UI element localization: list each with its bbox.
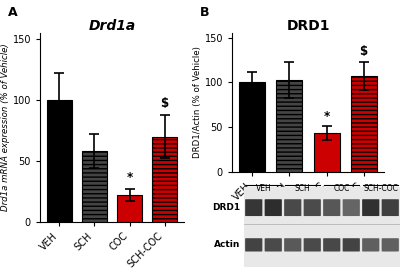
Text: A: A: [8, 6, 18, 19]
Bar: [351, 76, 376, 172]
Bar: [117, 195, 142, 222]
Y-axis label: DRD1/Actin (% of Vehicle): DRD1/Actin (% of Vehicle): [193, 47, 202, 158]
FancyBboxPatch shape: [323, 238, 340, 252]
Text: $: $: [161, 97, 169, 110]
Y-axis label: Drd1a mRNA expression (% of Vehicle): Drd1a mRNA expression (% of Vehicle): [1, 43, 10, 211]
FancyBboxPatch shape: [362, 238, 379, 252]
FancyBboxPatch shape: [304, 199, 321, 216]
FancyBboxPatch shape: [265, 238, 282, 252]
Bar: [152, 137, 177, 222]
Text: SCH: SCH: [295, 184, 310, 193]
Bar: [276, 80, 302, 172]
Text: COC: COC: [333, 184, 350, 193]
Text: VEH: VEH: [256, 184, 271, 193]
Title: DRD1: DRD1: [286, 19, 330, 33]
Text: B: B: [200, 6, 210, 19]
Text: DRD1: DRD1: [212, 203, 240, 212]
Text: *: *: [324, 110, 330, 123]
FancyBboxPatch shape: [382, 238, 399, 252]
FancyBboxPatch shape: [343, 238, 360, 252]
Text: *: *: [126, 171, 133, 184]
FancyBboxPatch shape: [284, 238, 301, 252]
Text: Actin: Actin: [214, 240, 240, 249]
Text: $: $: [360, 45, 368, 58]
FancyBboxPatch shape: [245, 199, 262, 216]
FancyBboxPatch shape: [265, 199, 282, 216]
FancyBboxPatch shape: [323, 199, 340, 216]
Text: SCH-COC: SCH-COC: [363, 184, 398, 193]
FancyBboxPatch shape: [244, 187, 400, 267]
FancyBboxPatch shape: [382, 199, 399, 216]
Bar: [82, 151, 107, 222]
FancyBboxPatch shape: [304, 238, 321, 252]
FancyBboxPatch shape: [245, 238, 262, 252]
FancyBboxPatch shape: [284, 199, 301, 216]
Bar: [240, 82, 265, 172]
FancyBboxPatch shape: [362, 199, 379, 216]
Bar: [314, 133, 340, 172]
Bar: [47, 100, 72, 222]
Title: Drd1a: Drd1a: [88, 19, 136, 33]
FancyBboxPatch shape: [343, 199, 360, 216]
